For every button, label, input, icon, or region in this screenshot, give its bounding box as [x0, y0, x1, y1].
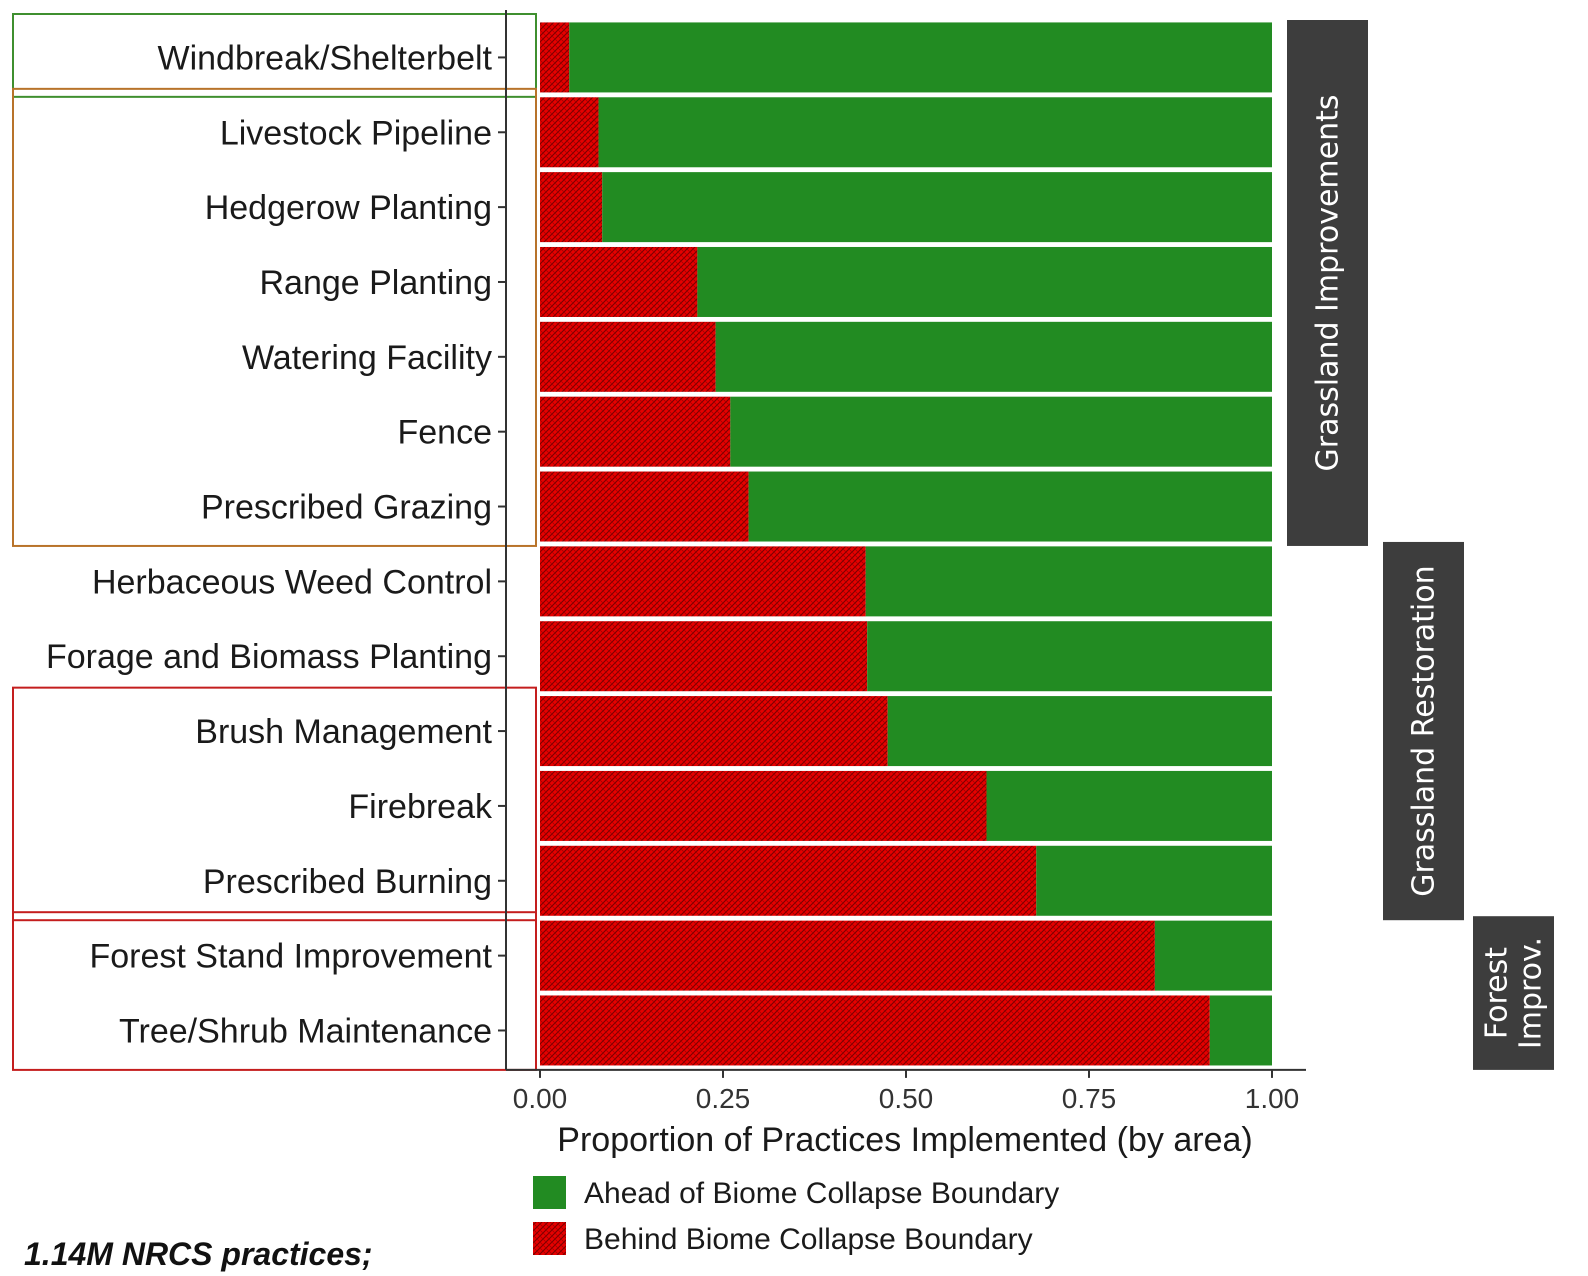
- bar-ahead: [598, 97, 1272, 168]
- category-label: Herbaceous Weed Control: [92, 563, 492, 601]
- facet-strip: [1287, 20, 1368, 546]
- category-label: Prescribed Grazing: [201, 489, 492, 527]
- bar-ahead: [748, 471, 1272, 542]
- category-label: Livestock Pipeline: [220, 114, 492, 152]
- bar-ahead: [1154, 920, 1272, 991]
- bar-ahead: [715, 321, 1272, 392]
- x-tick-label: 0.00: [513, 1083, 568, 1114]
- bar-behind: [540, 995, 1210, 1066]
- bar-behind: [540, 920, 1155, 991]
- bar-ahead: [867, 621, 1272, 692]
- bar-ahead: [602, 172, 1272, 243]
- bar-behind: [540, 97, 599, 168]
- category-label: Hedgerow Planting: [205, 189, 492, 227]
- bars: [498, 22, 1272, 1066]
- bar-ahead: [697, 246, 1272, 317]
- x-tick-label: 0.50: [879, 1083, 934, 1114]
- category-label: Tree/Shrub Maintenance: [119, 1012, 492, 1050]
- facet-label: Grassland Restoration: [1407, 565, 1442, 896]
- bar-behind: [540, 22, 570, 93]
- category-label: Watering Facility: [242, 339, 492, 377]
- bar-behind: [540, 396, 731, 467]
- x-tick-label: 1.00: [1245, 1083, 1300, 1114]
- group-box: [12, 686, 537, 922]
- bar-behind: [540, 172, 603, 243]
- bar-ahead: [887, 696, 1272, 767]
- facet-label: Forest: [1480, 947, 1515, 1039]
- legend-swatch-behind: [533, 1222, 566, 1255]
- bar-ahead: [986, 770, 1272, 841]
- category-labels: Windbreak/Shelterbelt Livestock Pipeline H…: [46, 39, 493, 1050]
- group-box: [12, 13, 537, 98]
- legend-label-behind: Behind Biome Collapse Boundary: [584, 1223, 1033, 1256]
- facet-strips: Grassland Improvements Grassland Restorat…: [1287, 20, 1554, 1070]
- x-ticks: 0.00 0.25 0.50 0.75 1.00: [513, 1069, 1300, 1114]
- category-label: Firebreak: [348, 788, 493, 826]
- bar-ahead: [1209, 995, 1272, 1066]
- x-tick-label: 0.75: [1062, 1083, 1117, 1114]
- bar-behind: [540, 770, 987, 841]
- category-label: Forest Stand Improvement: [89, 938, 492, 976]
- bar-behind: [540, 696, 888, 767]
- bar-behind: [540, 471, 749, 542]
- facet-label: Grassland Improvements: [1311, 94, 1346, 471]
- category-label: Fence: [398, 414, 493, 452]
- group-boxes: [12, 13, 537, 1071]
- bar-ahead: [569, 22, 1272, 93]
- category-label: Brush Management: [195, 713, 492, 751]
- group-box: [12, 87, 537, 547]
- bar-behind: [540, 621, 868, 692]
- facet-label: Improv.: [1514, 937, 1549, 1049]
- x-tick-label: 0.25: [696, 1083, 751, 1114]
- legend-swatch-ahead: [533, 1176, 566, 1209]
- bar-behind: [540, 321, 716, 392]
- bar-ahead: [865, 546, 1272, 617]
- bar-ahead: [730, 396, 1272, 467]
- facet-strip: [1383, 541, 1464, 921]
- legend-label-ahead: Ahead of Biome Collapse Boundary: [584, 1177, 1059, 1210]
- category-label: Forage and Biomass Planting: [46, 638, 492, 676]
- category-label: Prescribed Burning: [203, 863, 492, 901]
- bar-behind: [540, 546, 866, 617]
- category-label: Windbreak/Shelterbelt: [157, 39, 492, 77]
- legend: Ahead of Biome Collapse Boundary Behind …: [533, 1176, 1059, 1256]
- category-label: Range Planting: [259, 264, 492, 302]
- group-box: [12, 911, 537, 1071]
- facet-strip: [1473, 916, 1554, 1070]
- bar-ahead: [1036, 845, 1272, 916]
- x-axis-title: Proportion of Practices Implemented (by …: [557, 1121, 1252, 1159]
- bar-behind: [540, 246, 698, 317]
- bar-behind: [540, 845, 1037, 916]
- footnote: 1.14M NRCS practices;: [24, 1236, 373, 1272]
